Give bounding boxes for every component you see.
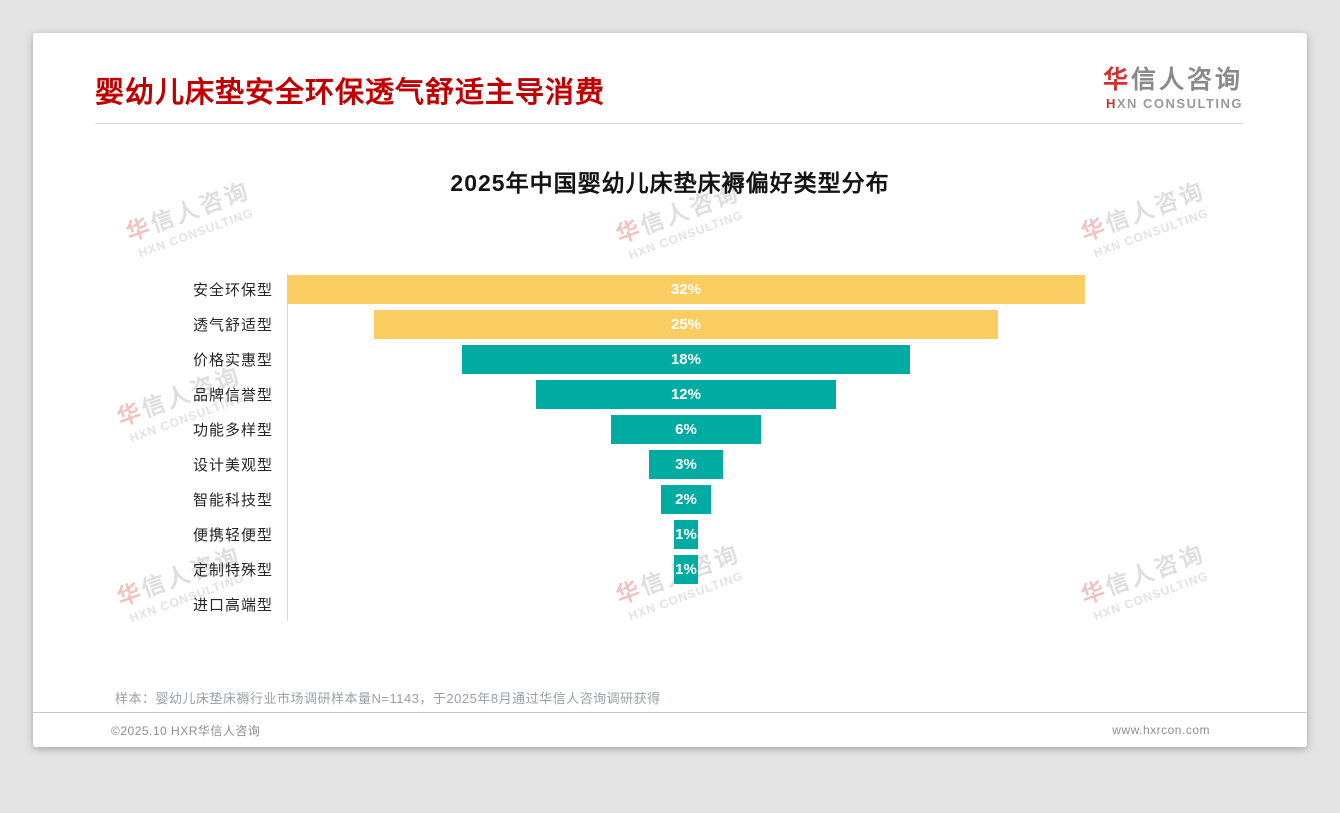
sample-note: 样本：婴幼儿床垫床褥行业市场调研样本量N=1143，于2025年8月通过华信人咨… — [115, 690, 661, 706]
category-label: 安全环保型 — [192, 281, 273, 299]
bar-value-label: 12% — [670, 385, 701, 403]
bar-track: 25% — [287, 307, 1307, 342]
category-label: 进口高端型 — [192, 596, 273, 614]
bar-track: 18% — [287, 342, 1307, 377]
chart-row: 价格实惠型 18% — [33, 342, 1307, 377]
chart-row: 功能多样型 6% — [33, 412, 1307, 447]
bar: 2% — [661, 484, 711, 514]
category-label: 定制特殊型 — [192, 561, 273, 579]
chart-row: 便携轻便型 1% — [33, 517, 1307, 552]
bar-track: 1% — [287, 517, 1307, 552]
category-label: 智能科技型 — [192, 491, 273, 509]
bar-track: 32% — [286, 272, 1307, 307]
bar-value-label: 6% — [675, 420, 697, 438]
bar-track: 2% — [287, 482, 1307, 517]
bar-track — [287, 587, 1307, 622]
chart-row: 定制特殊型 1% — [33, 552, 1307, 587]
footer: ©2025.10 HXR华信人咨询 www.hxrcon.com — [33, 712, 1307, 747]
category-label: 品牌信誉型 — [192, 386, 273, 404]
chart-title: 2025年中国婴幼儿床垫床褥偏好类型分布 — [450, 169, 890, 196]
bar: 32% — [286, 274, 1086, 304]
bar-value-label: 2% — [675, 490, 697, 508]
bar-track: 3% — [287, 447, 1307, 482]
logo-cn: 华信人咨询 — [1102, 66, 1243, 95]
category-label: 设计美观型 — [192, 456, 273, 474]
footer-website: www.hxrcon.com — [1112, 723, 1210, 737]
chart-plot-area: 安全环保型 32% 透气舒适型 25% 价格实惠型 18% 品牌信誉型 12% 功能多样型 6% 设… — [33, 272, 1307, 622]
bar-value-label: 1% — [675, 560, 697, 578]
logo-en-rest: XN CONSULTING — [1116, 95, 1243, 111]
header: 婴幼儿床垫安全环保透气舒适主导消费 华信人咨询 HXN CONSULTING — [95, 33, 1243, 124]
bar-value-label: 32% — [670, 280, 702, 298]
chart-row: 智能科技型 2% — [33, 482, 1307, 517]
bar: 3% — [648, 449, 724, 479]
chart-row: 安全环保型 32% — [33, 272, 1307, 307]
bar: 1% — [673, 519, 699, 549]
chart-row: 进口高端型 — [33, 587, 1307, 622]
logo-en-accent: H — [1105, 95, 1117, 111]
bar-value-label: 25% — [670, 315, 702, 333]
bar-track: 1% — [287, 552, 1307, 587]
bar-value-label: 18% — [670, 350, 701, 368]
bar: 12% — [536, 379, 836, 409]
chart-row: 品牌信誉型 12% — [33, 377, 1307, 412]
chart-rows: 安全环保型 32% 透气舒适型 25% 价格实惠型 18% 品牌信誉型 12% 功能多样型 6% 设… — [33, 272, 1307, 622]
bar: 18% — [461, 344, 911, 374]
bar-value-label: 1% — [675, 525, 697, 543]
chart-row: 设计美观型 3% — [33, 447, 1307, 482]
logo-en: HXN CONSULTING — [1103, 95, 1243, 111]
chart: 2025年中国婴幼儿床垫床褥偏好类型分布 安全环保型 32% 透气舒适型 25% 价格实… — [33, 164, 1307, 622]
category-label: 透气舒适型 — [192, 316, 273, 334]
bar: 6% — [611, 414, 761, 444]
chart-row: 透气舒适型 25% — [33, 307, 1307, 342]
bar-track: 12% — [287, 377, 1307, 412]
category-label: 价格实惠型 — [192, 351, 273, 369]
bar: 25% — [374, 309, 998, 339]
logo-cn-accent: 华 — [1102, 66, 1131, 94]
bar-track: 6% — [287, 412, 1307, 447]
logo-cn-rest: 信人咨询 — [1130, 66, 1243, 94]
page-title: 婴幼儿床垫安全环保透气舒适主导消费 — [95, 77, 606, 109]
category-label: 功能多样型 — [192, 421, 273, 439]
y-axis-line — [287, 272, 288, 621]
bar-value-label: 3% — [675, 455, 697, 473]
footer-copyright: ©2025.10 HXR华信人咨询 — [111, 723, 261, 738]
category-label: 便携轻便型 — [192, 526, 273, 544]
bar: 1% — [673, 554, 699, 584]
company-logo: 华信人咨询 HXN CONSULTING — [1102, 66, 1243, 111]
slide-card: 婴幼儿床垫安全环保透气舒适主导消费 华信人咨询 HXN CONSULTING 2… — [33, 33, 1307, 747]
